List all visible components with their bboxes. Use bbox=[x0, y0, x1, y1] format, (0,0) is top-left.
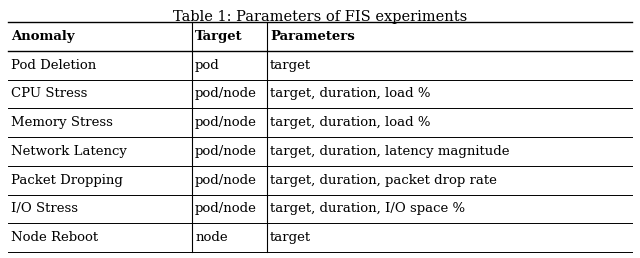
Text: target, duration, load %: target, duration, load % bbox=[270, 116, 431, 129]
Text: target, duration, load %: target, duration, load % bbox=[270, 87, 431, 100]
Text: Node Reboot: Node Reboot bbox=[11, 231, 98, 244]
Text: target: target bbox=[270, 231, 311, 244]
Text: pod/node: pod/node bbox=[195, 174, 257, 187]
Text: I/O Stress: I/O Stress bbox=[11, 202, 78, 215]
Text: pod: pod bbox=[195, 59, 220, 72]
Text: target, duration, packet drop rate: target, duration, packet drop rate bbox=[270, 174, 497, 187]
Text: CPU Stress: CPU Stress bbox=[11, 87, 88, 100]
Text: target: target bbox=[270, 59, 311, 72]
Text: pod/node: pod/node bbox=[195, 87, 257, 100]
Text: target, duration, I/O space %: target, duration, I/O space % bbox=[270, 202, 465, 215]
Text: pod/node: pod/node bbox=[195, 202, 257, 215]
Text: node: node bbox=[195, 231, 228, 244]
Text: pod/node: pod/node bbox=[195, 116, 257, 129]
Text: target, duration, latency magnitude: target, duration, latency magnitude bbox=[270, 145, 509, 158]
Text: Anomaly: Anomaly bbox=[11, 30, 75, 43]
Text: Network Latency: Network Latency bbox=[11, 145, 127, 158]
Text: Target: Target bbox=[195, 30, 243, 43]
Text: Packet Dropping: Packet Dropping bbox=[11, 174, 123, 187]
Text: Parameters: Parameters bbox=[270, 30, 355, 43]
Text: Memory Stress: Memory Stress bbox=[11, 116, 113, 129]
Text: pod/node: pod/node bbox=[195, 145, 257, 158]
Text: Table 1: Parameters of FIS experiments: Table 1: Parameters of FIS experiments bbox=[173, 10, 467, 24]
Text: Pod Deletion: Pod Deletion bbox=[11, 59, 96, 72]
